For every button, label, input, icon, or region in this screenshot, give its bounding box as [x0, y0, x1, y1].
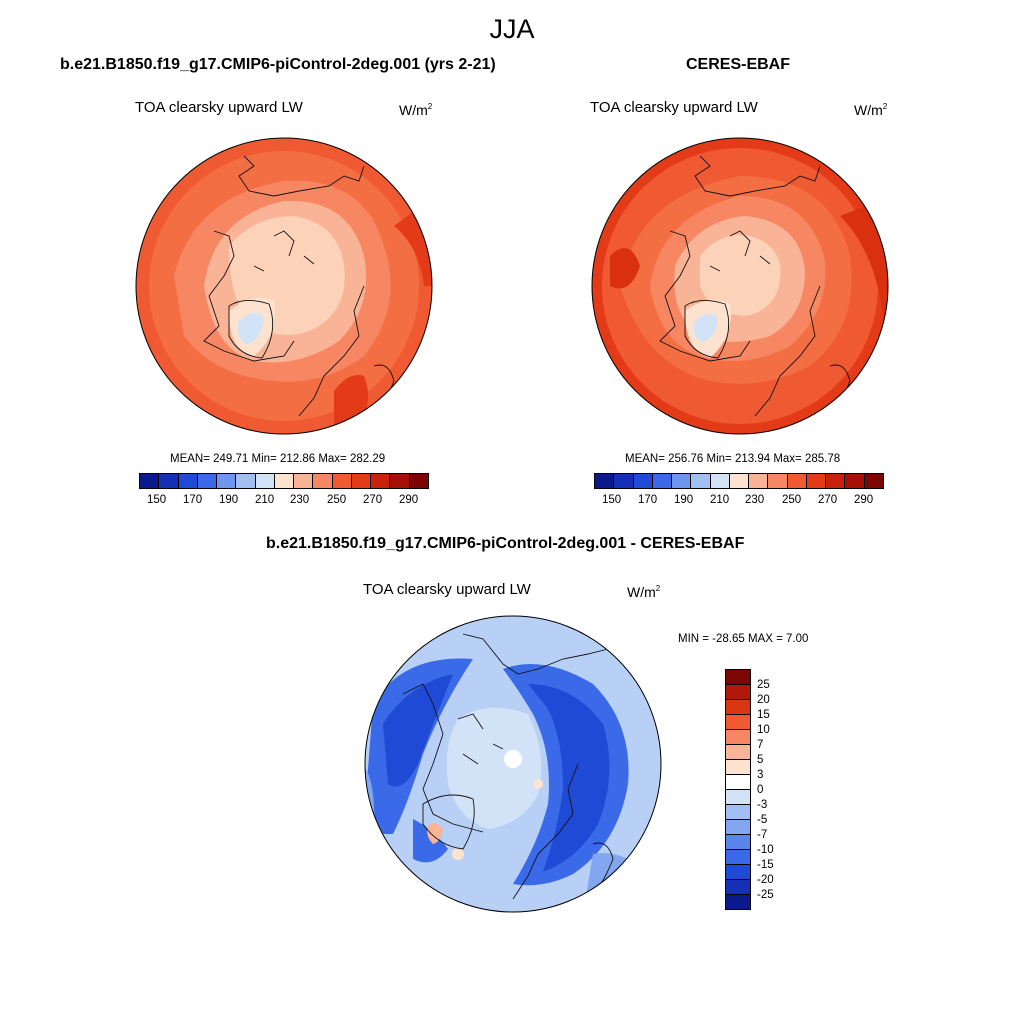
colorbar-swatch — [787, 474, 807, 488]
colorbar-swatch — [726, 745, 750, 760]
obs-units-label: W/m2 — [854, 102, 888, 118]
colorbar-swatch — [749, 474, 769, 488]
diff-tick: -10 — [757, 844, 774, 856]
model-tick: 250 — [327, 494, 347, 506]
diff-tick: -15 — [757, 859, 774, 871]
colorbar-swatch — [845, 474, 865, 488]
colorbar-swatch — [726, 895, 750, 909]
colorbar-swatch — [614, 474, 634, 488]
diff-units-label: W/m2 — [627, 584, 661, 600]
colorbar-swatch — [351, 474, 372, 488]
obs-tick: 270 — [818, 494, 838, 506]
colorbar-swatch — [294, 474, 314, 488]
diff-tick: 20 — [757, 694, 770, 706]
model-tick: 230 — [290, 494, 310, 506]
colorbar-swatch — [726, 775, 750, 790]
diff-colorbar — [725, 669, 751, 910]
colorbar-swatch — [726, 880, 750, 895]
colorbar-swatch — [726, 805, 750, 820]
obs-variable-label: TOA clearsky upward LW — [590, 99, 758, 116]
colorbar-swatch — [729, 474, 750, 488]
model-units-label: W/m2 — [399, 102, 433, 118]
obs-panel-title: CERES-EBAF — [686, 56, 791, 73]
diff-variable-label: TOA clearsky upward LW — [363, 581, 531, 598]
model-tick: 270 — [363, 494, 383, 506]
colorbar-swatch — [726, 850, 750, 865]
diff-polar-map — [364, 615, 662, 913]
diff-tick: 7 — [757, 739, 764, 751]
colorbar-swatch — [726, 760, 750, 775]
colorbar-swatch — [255, 474, 275, 488]
colorbar-swatch — [864, 474, 883, 488]
colorbar-swatch — [726, 685, 750, 700]
diff-tick: 3 — [757, 769, 764, 781]
colorbar-swatch — [178, 474, 198, 488]
model-tick: 190 — [219, 494, 239, 506]
colorbar-swatch — [672, 474, 692, 488]
model-variable-label: TOA clearsky upward LW — [135, 99, 303, 116]
colorbar-swatch — [710, 474, 730, 488]
obs-tick: 290 — [854, 494, 874, 506]
colorbar-swatch — [726, 790, 750, 805]
obs-tick: 170 — [638, 494, 658, 506]
diff-tick: -25 — [757, 889, 774, 901]
obs-tick: 190 — [674, 494, 694, 506]
obs-stats: MEAN= 256.76 Min= 213.94 Max= 285.78 — [625, 453, 841, 465]
colorbar-swatch — [726, 865, 750, 880]
colorbar-swatch — [726, 700, 750, 715]
model-panel-title: b.e21.B1850.f19_g17.CMIP6-piControl-2deg… — [60, 56, 496, 73]
model-tick: 210 — [255, 494, 275, 506]
colorbar-swatch — [726, 730, 750, 745]
colorbar-swatch — [217, 474, 237, 488]
diff-tick: -7 — [757, 829, 768, 841]
obs-tick: 230 — [745, 494, 765, 506]
colorbar-swatch — [652, 474, 673, 488]
obs-tick: 250 — [782, 494, 802, 506]
colorbar-swatch — [159, 474, 179, 488]
model-tick: 170 — [183, 494, 203, 506]
obs-tick: 210 — [710, 494, 730, 506]
obs-colorbar — [594, 473, 884, 489]
colorbar-swatch — [726, 670, 750, 685]
colorbar-swatch — [236, 474, 256, 488]
diff-tick: 25 — [757, 679, 770, 691]
colorbar-swatch — [140, 474, 160, 488]
colorbar-swatch — [313, 474, 333, 488]
diff-tick: -20 — [757, 874, 774, 886]
obs-tick: 150 — [602, 494, 622, 506]
model-colorbar — [139, 473, 429, 489]
colorbar-swatch — [197, 474, 218, 488]
colorbar-swatch — [371, 474, 391, 488]
model-tick: 290 — [399, 494, 419, 506]
colorbar-swatch — [726, 835, 750, 850]
colorbar-swatch — [691, 474, 711, 488]
colorbar-swatch — [726, 715, 750, 730]
diff-tick: 5 — [757, 754, 764, 766]
diff-tick: -3 — [757, 799, 768, 811]
model-stats: MEAN= 249.71 Min= 212.86 Max= 282.29 — [170, 453, 386, 465]
diff-tick: 15 — [757, 709, 770, 721]
colorbar-swatch — [768, 474, 788, 488]
colorbar-swatch — [274, 474, 295, 488]
diff-stats: MIN = -28.65 MAX = 7.00 — [678, 633, 809, 645]
diff-panel-title: b.e21.B1850.f19_g17.CMIP6-piControl-2deg… — [266, 535, 745, 552]
colorbar-swatch — [409, 474, 428, 488]
colorbar-swatch — [332, 474, 352, 488]
model-polar-map — [135, 137, 433, 435]
colorbar-swatch — [390, 474, 410, 488]
season-title: JJA — [489, 14, 535, 44]
diff-tick: 0 — [757, 784, 764, 796]
colorbar-swatch — [726, 820, 750, 835]
colorbar-swatch — [595, 474, 615, 488]
obs-polar-map — [591, 137, 889, 435]
diff-tick: -5 — [757, 814, 768, 826]
colorbar-swatch — [633, 474, 653, 488]
colorbar-swatch — [806, 474, 827, 488]
model-tick: 150 — [147, 494, 167, 506]
colorbar-swatch — [826, 474, 846, 488]
diff-tick: 10 — [757, 724, 770, 736]
